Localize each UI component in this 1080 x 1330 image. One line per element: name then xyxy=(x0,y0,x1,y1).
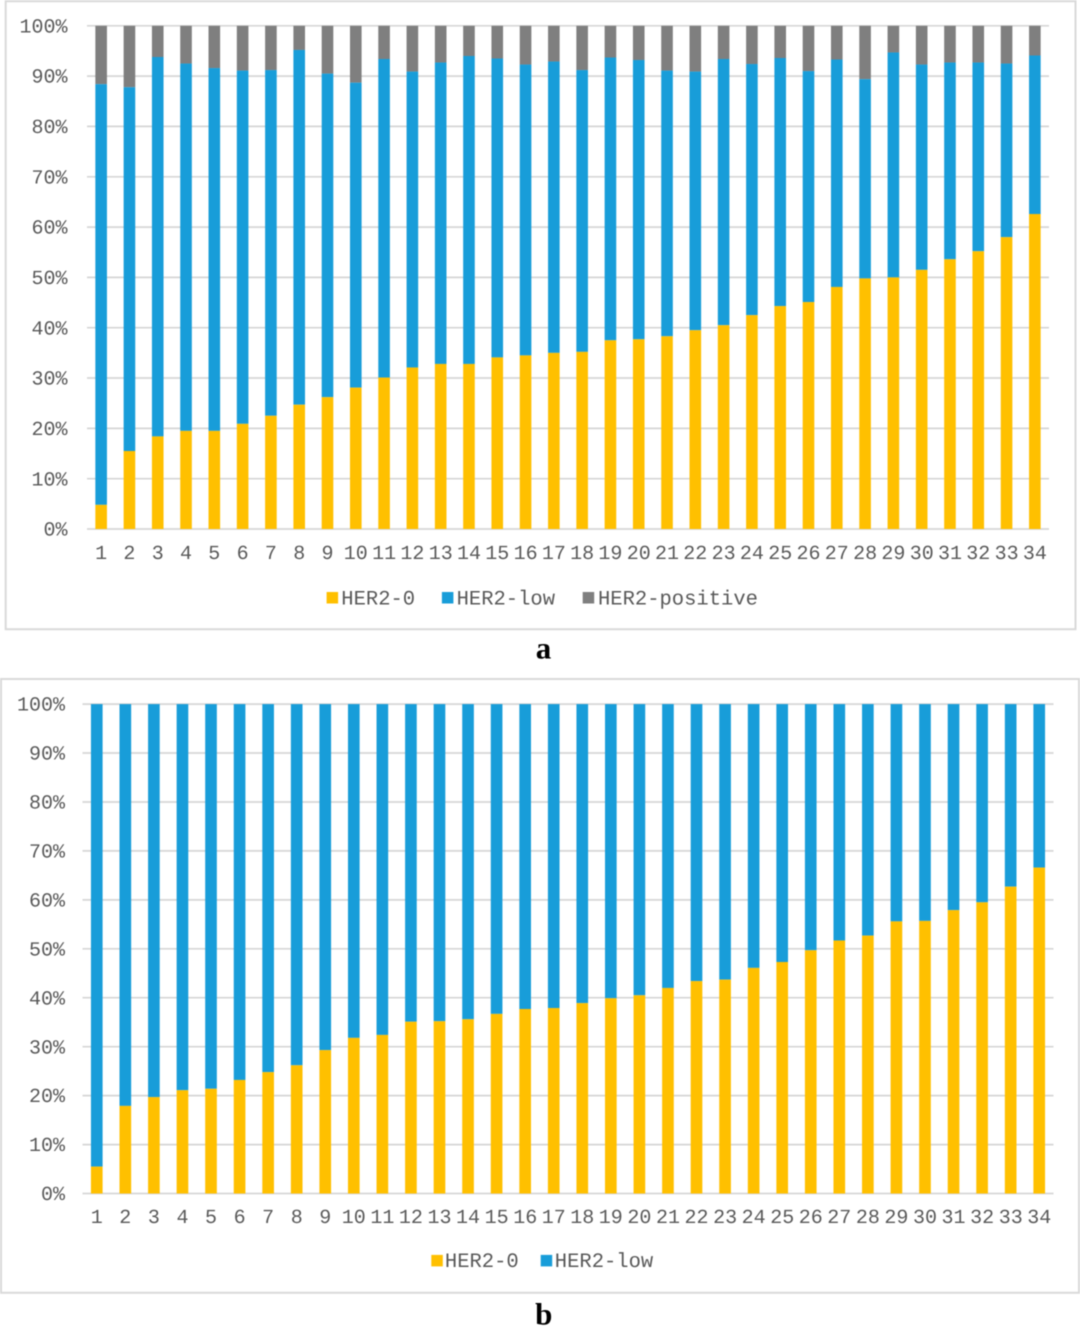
svg-text:18: 18 xyxy=(570,1207,594,1230)
svg-text:a: a xyxy=(536,630,552,665)
svg-text:22: 22 xyxy=(684,1207,708,1230)
svg-text:16: 16 xyxy=(514,543,538,566)
svg-text:0%: 0% xyxy=(41,1184,66,1207)
svg-text:HER2-0: HER2-0 xyxy=(341,588,415,611)
svg-text:30%: 30% xyxy=(29,1037,66,1060)
svg-text:31: 31 xyxy=(938,543,962,566)
svg-text:30: 30 xyxy=(913,1207,937,1230)
svg-text:8: 8 xyxy=(291,1207,303,1230)
svg-text:33: 33 xyxy=(999,1207,1023,1230)
svg-text:26: 26 xyxy=(796,543,820,566)
svg-text:10%: 10% xyxy=(31,469,68,492)
svg-text:3: 3 xyxy=(152,543,164,566)
svg-text:20: 20 xyxy=(627,543,651,566)
svg-text:18: 18 xyxy=(570,543,594,566)
svg-text:31: 31 xyxy=(941,1207,965,1230)
svg-text:100%: 100% xyxy=(17,695,66,718)
svg-text:11: 11 xyxy=(370,1207,394,1230)
svg-text:26: 26 xyxy=(799,1207,823,1230)
svg-text:5: 5 xyxy=(208,543,220,566)
svg-text:9: 9 xyxy=(319,1207,331,1230)
svg-text:25: 25 xyxy=(770,1207,794,1230)
svg-text:90%: 90% xyxy=(29,744,66,767)
svg-text:12: 12 xyxy=(400,543,424,566)
svg-text:21: 21 xyxy=(655,543,679,566)
svg-text:22: 22 xyxy=(683,543,707,566)
svg-text:24: 24 xyxy=(742,1207,766,1230)
svg-text:100%: 100% xyxy=(19,16,68,39)
svg-text:90%: 90% xyxy=(31,67,68,90)
svg-text:33: 33 xyxy=(995,543,1019,566)
svg-text:50%: 50% xyxy=(31,268,68,291)
svg-text:17: 17 xyxy=(542,1207,566,1230)
svg-text:21: 21 xyxy=(656,1207,680,1230)
svg-text:17: 17 xyxy=(542,543,566,566)
svg-text:HER2-low: HER2-low xyxy=(555,1251,654,1274)
svg-text:4: 4 xyxy=(180,543,192,566)
svg-text:10: 10 xyxy=(342,1207,366,1230)
svg-text:9: 9 xyxy=(321,543,333,566)
svg-text:HER2-positive: HER2-positive xyxy=(598,588,758,611)
svg-text:34: 34 xyxy=(1027,1207,1051,1230)
svg-text:14: 14 xyxy=(456,1207,480,1230)
svg-text:29: 29 xyxy=(884,1207,908,1230)
svg-text:20%: 20% xyxy=(31,419,68,442)
svg-text:70%: 70% xyxy=(29,842,66,865)
svg-text:12: 12 xyxy=(399,1207,423,1230)
svg-text:4: 4 xyxy=(176,1207,188,1230)
svg-text:7: 7 xyxy=(262,1207,274,1230)
svg-text:15: 15 xyxy=(485,1207,509,1230)
svg-text:1: 1 xyxy=(95,543,107,566)
svg-text:60%: 60% xyxy=(29,891,66,914)
svg-text:27: 27 xyxy=(825,543,849,566)
svg-text:34: 34 xyxy=(1023,543,1047,566)
svg-text:28: 28 xyxy=(856,1207,880,1230)
svg-text:8: 8 xyxy=(293,543,305,566)
svg-text:40%: 40% xyxy=(29,988,66,1011)
svg-text:80%: 80% xyxy=(31,117,68,140)
svg-text:29: 29 xyxy=(881,543,905,566)
svg-text:23: 23 xyxy=(713,1207,737,1230)
svg-text:2: 2 xyxy=(119,1207,131,1230)
svg-text:0%: 0% xyxy=(43,520,68,543)
svg-text:25: 25 xyxy=(768,543,792,566)
svg-text:70%: 70% xyxy=(31,167,68,190)
svg-text:3: 3 xyxy=(148,1207,160,1230)
svg-text:b: b xyxy=(535,1296,552,1330)
svg-text:13: 13 xyxy=(427,1207,451,1230)
svg-text:19: 19 xyxy=(598,543,622,566)
svg-text:HER2-low: HER2-low xyxy=(457,588,556,611)
svg-text:28: 28 xyxy=(853,543,877,566)
svg-text:32: 32 xyxy=(970,1207,994,1230)
svg-text:30%: 30% xyxy=(31,369,68,392)
svg-text:23: 23 xyxy=(712,543,736,566)
svg-text:27: 27 xyxy=(827,1207,851,1230)
svg-text:6: 6 xyxy=(237,543,249,566)
svg-text:19: 19 xyxy=(599,1207,623,1230)
svg-text:16: 16 xyxy=(513,1207,537,1230)
svg-text:14: 14 xyxy=(457,543,481,566)
svg-text:20: 20 xyxy=(627,1207,651,1230)
svg-text:10%: 10% xyxy=(29,1135,66,1158)
svg-text:5: 5 xyxy=(205,1207,217,1230)
svg-text:11: 11 xyxy=(372,543,396,566)
svg-text:24: 24 xyxy=(740,543,764,566)
svg-text:30: 30 xyxy=(910,543,934,566)
svg-text:10: 10 xyxy=(344,543,368,566)
svg-text:2: 2 xyxy=(123,543,135,566)
svg-text:HER2-0: HER2-0 xyxy=(445,1251,519,1274)
svg-text:1: 1 xyxy=(91,1207,103,1230)
svg-text:13: 13 xyxy=(429,543,453,566)
svg-text:50%: 50% xyxy=(29,939,66,962)
svg-text:6: 6 xyxy=(234,1207,246,1230)
svg-text:32: 32 xyxy=(966,543,990,566)
svg-text:7: 7 xyxy=(265,543,277,566)
svg-text:60%: 60% xyxy=(31,218,68,241)
svg-text:80%: 80% xyxy=(29,793,66,816)
svg-text:15: 15 xyxy=(485,543,509,566)
svg-text:20%: 20% xyxy=(29,1086,66,1109)
svg-text:40%: 40% xyxy=(31,318,68,341)
